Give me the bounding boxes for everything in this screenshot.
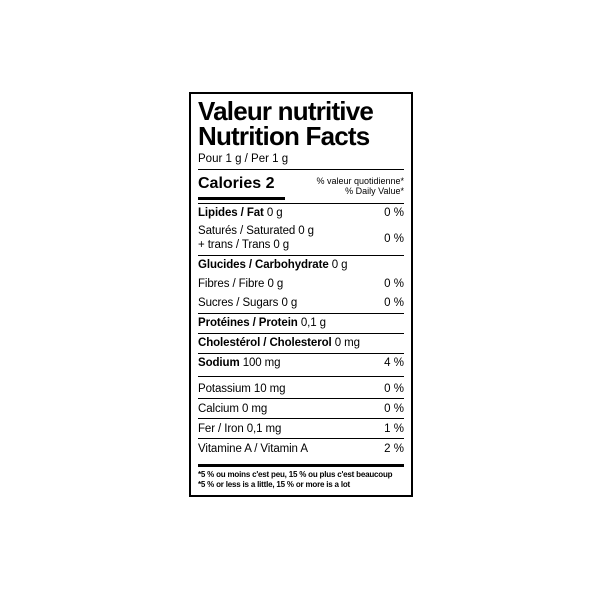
- nutrient-percent: 1 %: [384, 422, 404, 435]
- row-vitamin-a: Vitamine A / Vitamin A 2 %: [198, 439, 404, 458]
- nutrient-percent: 2 %: [384, 442, 404, 455]
- row-cholesterol: Cholestérol / Cholesterol 0 mg: [198, 334, 404, 353]
- nutrient-percent: 4 %: [384, 357, 404, 369]
- nutrient-percent: 0 %: [384, 382, 404, 395]
- nutrient-amount: 0 g: [267, 278, 284, 290]
- calories-value: Calories 2: [198, 175, 285, 200]
- thin-rule: [198, 254, 404, 256]
- nutrient-name: Sucres / Sugars: [198, 297, 279, 309]
- thin-rule: [198, 312, 404, 314]
- row-protein: Protéines / Protein 0,1 g: [198, 314, 404, 333]
- nutrient-amount: 0 g: [266, 207, 283, 219]
- nutrient-name: Potassium: [198, 382, 251, 395]
- nutrient-amount: 0,1 g: [300, 317, 326, 329]
- nutrient-amount: 10 mg: [253, 382, 286, 395]
- daily-value-header-fr: % valeur quotidienne*: [316, 175, 404, 186]
- nutrient-name-line2: + trans / Trans 0 g: [198, 238, 290, 251]
- thin-rule: [198, 398, 404, 399]
- calories-number: 2: [265, 174, 275, 192]
- nutrient-name: Vitamine A / Vitamin A: [198, 442, 308, 455]
- nutrient-amount: 0 mg: [241, 402, 268, 415]
- nutrient-percent: 0 %: [384, 207, 404, 219]
- calories-label: Calories: [198, 174, 262, 192]
- nutrient-name: Fibres / Fibre: [198, 278, 265, 290]
- footnote-french: *5 % ou moins c'est peu, 15 % ou plus c'…: [198, 470, 393, 479]
- nutrient-name: Glucides / Carbohydrate: [198, 259, 329, 271]
- title-english: Nutrition Facts: [198, 121, 370, 151]
- thick-rule: [198, 375, 404, 376]
- title-french: Valeur nutritive: [198, 96, 374, 126]
- nutrient-amount: 0 mg: [334, 337, 360, 349]
- nutrient-amount: 0 g: [281, 297, 298, 309]
- nutrient-name: Protéines / Protein: [198, 317, 298, 329]
- thick-rule: [198, 169, 404, 170]
- nutrient-amount: 0 g: [331, 259, 348, 271]
- nutrient-name: Cholestérol / Cholesterol: [198, 337, 332, 349]
- daily-value-header-en: % Daily Value*: [345, 186, 404, 196]
- nutrient-name: Calcium: [198, 402, 239, 415]
- row-carbohydrate: Glucides / Carbohydrate 0 g: [198, 256, 404, 275]
- serving-size: Pour 1 g / Per 1 g: [198, 153, 289, 165]
- nutrient-name-line1: Saturés / Saturated 0 g: [198, 225, 314, 237]
- nutrient-percent: 0 %: [384, 232, 404, 245]
- row-fibre: Fibres / Fibre 0 g 0 %: [198, 275, 404, 294]
- nutrition-facts-label: Valeur nutritive Nutrition Facts Pour 1 …: [189, 92, 413, 497]
- row-fat: Lipides / Fat 0 g 0 %: [198, 204, 404, 223]
- calories-section: Calories 2 % valeur quotidienne* % Daily…: [198, 173, 404, 203]
- nutrient-name: Sodium: [198, 357, 240, 369]
- row-sugars: Sucres / Sugars 0 g 0 %: [198, 294, 404, 313]
- thin-rule: [198, 332, 404, 334]
- row-iron: Fer / Iron 0,1 mg 1 %: [198, 419, 404, 438]
- footnote-english: *5 % or less is a little, 15 % or more i…: [198, 479, 350, 489]
- thin-rule: [198, 352, 404, 354]
- row-sodium: Sodium 100 mg 4 %: [198, 354, 404, 373]
- thick-rule: [198, 464, 404, 467]
- footnote-section: *5 % ou moins c'est peu, 15 % ou plus c'…: [198, 458, 404, 489]
- nutrient-amount: 0,1 mg: [246, 422, 282, 435]
- nutrient-percent: 0 %: [384, 278, 404, 290]
- row-saturated-trans: Saturés / Saturated 0 g + trans / Trans …: [198, 223, 404, 255]
- row-calcium: Calcium 0 mg 0 %: [198, 399, 404, 418]
- nutrient-percent: 0 %: [384, 402, 404, 415]
- thin-rule: [198, 438, 404, 439]
- nutrient-name: Fer / Iron: [198, 422, 244, 435]
- daily-value-header: % valeur quotidienne* % Daily Value*: [316, 176, 404, 197]
- nutrient-percent: 0 %: [384, 297, 404, 309]
- nutrient-name: Lipides / Fat: [198, 207, 264, 219]
- thin-rule: [198, 418, 404, 419]
- thin-rule: [198, 202, 404, 204]
- row-potassium: Potassium 10 mg 0 %: [198, 379, 404, 398]
- nutrient-amount: 100 mg: [242, 357, 281, 369]
